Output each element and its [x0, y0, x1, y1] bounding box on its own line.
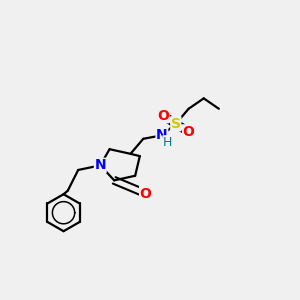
Text: S: S — [171, 117, 181, 131]
Text: O: O — [157, 109, 169, 123]
Text: N: N — [156, 128, 168, 142]
Text: O: O — [183, 125, 195, 139]
Text: H: H — [163, 136, 172, 149]
Text: N: N — [94, 158, 106, 172]
Text: O: O — [140, 187, 152, 200]
